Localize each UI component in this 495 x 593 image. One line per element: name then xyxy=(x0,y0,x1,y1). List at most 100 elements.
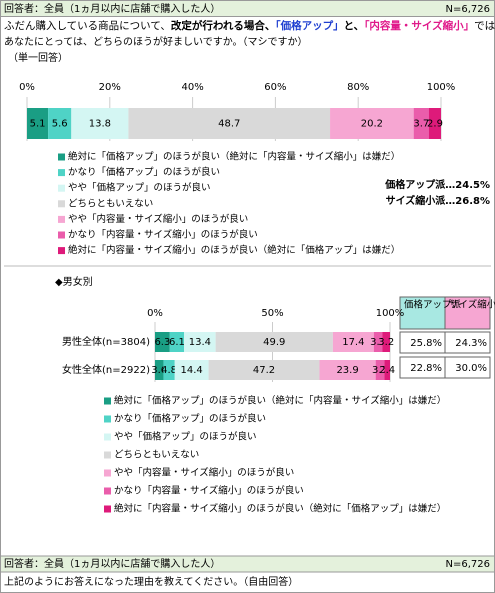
legend-marker xyxy=(104,415,111,423)
table-cell xyxy=(444,356,491,379)
value-label: 3.7 xyxy=(370,337,386,348)
q: 「内容量・サイズ縮小」 xyxy=(364,19,474,32)
legend-marker xyxy=(58,231,65,239)
q: ふだん購入している商品について、 xyxy=(4,19,171,32)
bar-segment xyxy=(330,108,414,139)
value-label: 3.2 xyxy=(378,337,394,348)
summary: サイズ縮小派…26.8% xyxy=(386,194,490,207)
footer-question: 上記のようにお答えになった理由を教えてください。（自由回答） xyxy=(4,575,298,588)
legend-marker xyxy=(58,153,65,161)
table-value: 24.3% xyxy=(455,338,487,349)
x-tick-label: 40% xyxy=(181,82,203,93)
respondents: 回答者：全員（1ヵ月以内に店舗で購入した人） xyxy=(4,557,220,570)
legend-label: どちらともいえない xyxy=(114,450,199,461)
q: では、 xyxy=(474,20,495,32)
value-label: 5.1 xyxy=(30,119,46,130)
legend-marker xyxy=(104,469,111,477)
q: 「価格アップ」 xyxy=(275,19,343,32)
section-title: ◆男女別 xyxy=(55,275,93,288)
legend-marker xyxy=(104,451,111,459)
bar-segment xyxy=(48,108,72,139)
n: N=6,726 xyxy=(446,4,491,15)
value-label: 20.2 xyxy=(361,119,383,130)
bar-segment xyxy=(428,108,441,139)
bar-segment xyxy=(382,332,390,352)
table-header-text: 価格アップ派 xyxy=(404,299,462,311)
legend-label: 絶対に「内容量・サイズ縮小」のほうが良い（絶対に「価格アップ」は嫌だ） xyxy=(114,503,446,515)
legend-marker xyxy=(58,200,65,208)
bar-segment xyxy=(332,332,374,352)
table-value: 25.8% xyxy=(410,338,442,349)
bar-segment xyxy=(155,360,164,380)
question: あなたにとっては、どちらのほうが好ましいですか。（マシですか） xyxy=(4,35,308,48)
bar-segment xyxy=(128,108,331,139)
legend-label: どちらともいえない xyxy=(68,198,153,209)
bar-segment xyxy=(184,332,216,352)
table-header xyxy=(399,296,446,330)
value-label: 13.8 xyxy=(89,119,111,130)
value-label: 23.9 xyxy=(336,365,358,376)
value-label: 3.7 xyxy=(372,365,388,376)
bar-segment xyxy=(413,108,429,139)
bar-segment xyxy=(174,360,209,380)
x-tick-label: 100% xyxy=(376,308,405,319)
legend-marker xyxy=(58,169,65,177)
bar-segment xyxy=(155,332,170,352)
bar-segment xyxy=(375,360,385,380)
legend-marker xyxy=(104,505,111,513)
table-header xyxy=(444,296,491,330)
bar-segment xyxy=(373,332,383,352)
x-tick-label: 50% xyxy=(261,308,283,319)
bar-segment xyxy=(27,108,49,139)
x-tick-label: 0% xyxy=(19,82,35,93)
legend-label: かなり「価格アップ」のほうが良い xyxy=(114,413,266,425)
value-label: 48.7 xyxy=(218,119,240,130)
value-label: 2.9 xyxy=(427,119,443,130)
x-tick-label: 0% xyxy=(147,308,163,319)
bar-segment xyxy=(384,360,390,380)
legend-label: 絶対に「価格アップ」のほうが良い（絶対に「内容量・サイズ縮小」は嫌だ） xyxy=(114,395,446,407)
value-label: 3.7 xyxy=(413,119,429,130)
legend-marker xyxy=(58,184,65,192)
legend-label: かなり「内容量・サイズ縮小」のほうが良い xyxy=(68,229,258,241)
legend-marker xyxy=(58,215,65,223)
value-label: 2.4 xyxy=(379,365,395,376)
legend-label: やや「内容量・サイズ縮小」のほうが良い xyxy=(114,467,294,479)
respondents: 回答者：全員（1ヵ月以内に店舗で購入した人） xyxy=(4,2,220,15)
x-tick-label: 100% xyxy=(427,82,456,93)
value-label: 4.8 xyxy=(161,365,177,376)
value-label: 5.6 xyxy=(52,119,68,130)
value-label: 3.6 xyxy=(151,365,167,376)
x-tick-label: 80% xyxy=(347,82,369,93)
category-label: 女性全体(n=2922) xyxy=(62,363,150,376)
n: N=6,726 xyxy=(446,559,491,570)
category-label: 男性全体(n=3804) xyxy=(62,335,150,348)
bar-segment xyxy=(71,108,129,139)
q: と、 xyxy=(344,20,365,32)
table-cell xyxy=(444,331,491,354)
bar-segment xyxy=(163,360,175,380)
table-header-text: サイズ縮小派 xyxy=(449,299,495,311)
legend-marker xyxy=(104,433,111,441)
table-value: 30.0% xyxy=(455,363,487,374)
value-label: 47.2 xyxy=(253,365,275,376)
bar-segment xyxy=(215,332,333,352)
bar-segment xyxy=(208,360,320,380)
x-tick-label: 20% xyxy=(99,82,121,93)
bar-segment xyxy=(169,332,185,352)
legend-label: やや「内容量・サイズ縮小」のほうが良い xyxy=(68,213,248,225)
legend-label: 絶対に「内容量・サイズ縮小」のほうが良い（絶対に「価格アップ」は嫌だ） xyxy=(68,244,400,256)
legend-label: やや「価格アップ」のほうが良い xyxy=(68,182,211,194)
bar-segment xyxy=(319,360,376,380)
legend-marker xyxy=(104,487,111,495)
table-value: 22.8% xyxy=(410,363,442,374)
value-label: 49.9 xyxy=(263,337,285,348)
legend-label: やや「価格アップ」のほうが良い xyxy=(114,431,257,443)
legend-marker xyxy=(58,247,65,255)
value-label: 6.3 xyxy=(154,337,170,348)
question: ふだん購入している商品について、改定が行われる場合、「価格アップ」と、「内容量・… xyxy=(4,19,495,32)
summary: 価格アップ派…24.5% xyxy=(384,178,490,191)
value-label: 13.4 xyxy=(189,337,211,348)
answer-type: （単一回答） xyxy=(8,51,68,64)
